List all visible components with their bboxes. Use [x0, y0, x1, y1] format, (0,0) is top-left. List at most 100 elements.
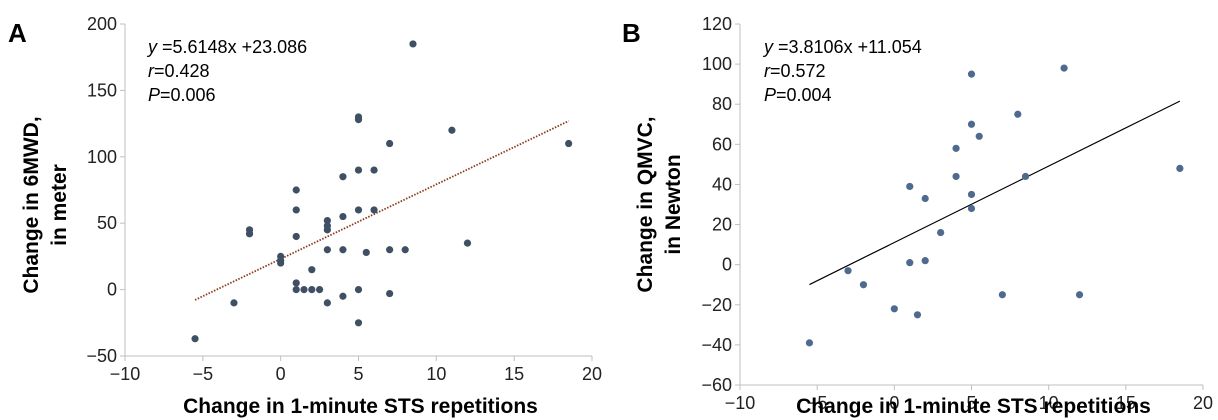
x-tick-label: −5 — [807, 393, 828, 413]
data-point — [967, 70, 976, 78]
y-tick-label: 60 — [712, 134, 732, 154]
data-point — [998, 291, 1006, 299]
data-point — [937, 228, 945, 237]
y-axis-title-line: in meter — [48, 164, 71, 246]
y-tick-label: 100 — [87, 147, 117, 167]
x-tick-label: −5 — [193, 364, 214, 384]
data-point — [1075, 291, 1084, 299]
data-point — [245, 230, 254, 238]
data-point — [315, 286, 324, 294]
y-tick-label: 0 — [107, 280, 117, 300]
y-tick-label: −60 — [701, 375, 732, 395]
data-point — [409, 40, 417, 48]
x-tick-label: 20 — [1193, 393, 1213, 413]
data-point — [565, 139, 573, 148]
data-point — [448, 126, 456, 134]
y-tick-label: 150 — [87, 80, 117, 100]
x-tick-label: 0 — [276, 364, 286, 384]
y-tick-label: 100 — [702, 54, 732, 74]
y-tick-label: 80 — [712, 94, 732, 114]
data-point — [952, 144, 960, 152]
data-point — [463, 239, 472, 247]
x-tick-label: 20 — [582, 364, 602, 384]
data-point — [370, 206, 378, 214]
correlation-r: r=0.572 — [764, 61, 826, 81]
regression-equation: y =5.6148x +23.086 — [146, 37, 307, 57]
panel-b: B −60 −40 −20 0 20 40 60 80 100 120 −10 −5 0 5 10 15 20 Ch… — [622, 14, 1213, 418]
data-point — [292, 232, 300, 241]
data-point — [1176, 164, 1184, 172]
data-point — [354, 116, 363, 124]
x-tick-label: 0 — [889, 393, 899, 413]
data-point — [967, 120, 976, 128]
y-tick-label: −40 — [701, 335, 732, 355]
data-point — [401, 246, 409, 254]
data-point — [292, 206, 300, 214]
correlation-r: r=0.428 — [148, 61, 210, 81]
correlation-r-value: =0.428 — [154, 61, 210, 81]
x-tick-label: 10 — [426, 364, 446, 384]
data-point — [339, 292, 347, 300]
data-point — [906, 259, 914, 267]
data-point — [952, 172, 960, 181]
data-point — [230, 299, 238, 307]
correlation-r-var: r — [764, 61, 771, 81]
regression-equation: y =3.8106x +11.054 — [762, 37, 922, 57]
data-point — [967, 190, 976, 199]
data-point — [921, 194, 929, 203]
trendline — [194, 120, 570, 301]
p-value: P=0.006 — [148, 85, 216, 105]
data-point — [1014, 110, 1022, 118]
y-tick-label: 0 — [722, 255, 732, 275]
data-point — [913, 311, 922, 319]
data-point — [859, 281, 868, 289]
data-point — [323, 216, 331, 225]
x-tick-label: −10 — [110, 364, 141, 384]
data-point — [844, 267, 852, 275]
x-tick-label: 5 — [353, 364, 363, 384]
regression-equation-var: y — [762, 37, 774, 57]
data-point — [300, 286, 308, 294]
data-point — [1021, 172, 1030, 181]
data-point — [975, 132, 983, 140]
p-value-var: P — [148, 85, 160, 105]
y-tick-label: 120 — [702, 14, 732, 34]
regression-equation-value: =5.6148x +23.086 — [157, 37, 307, 57]
y-tick-label: 20 — [712, 215, 732, 235]
data-point — [191, 335, 199, 343]
regression-equation-value: =3.8106x +11.054 — [773, 37, 922, 57]
data-point — [1060, 64, 1068, 72]
data-point — [354, 166, 363, 174]
correlation-r-value: =0.572 — [770, 61, 826, 81]
trendline — [809, 100, 1181, 286]
data-point — [323, 299, 331, 307]
data-point — [354, 286, 363, 294]
p-value-value: =0.006 — [160, 85, 216, 105]
data-point — [292, 186, 300, 194]
data-point — [362, 248, 370, 257]
x-tick-label: 10 — [1039, 393, 1059, 413]
data-point — [386, 139, 394, 148]
data-point — [292, 279, 300, 287]
y-axis-title-line: in Newton — [662, 154, 685, 254]
y-axis-title-line: Change in 6MWD, — [20, 116, 43, 293]
data-point — [277, 259, 285, 267]
data-point — [805, 339, 814, 347]
x-tick-label: 15 — [1116, 393, 1136, 413]
correlation-r-var: r — [148, 61, 155, 81]
data-point — [386, 246, 394, 254]
data-point — [921, 257, 929, 265]
data-point — [323, 246, 331, 254]
x-axis-title: Change in 1-minute STS repetitions — [796, 395, 1151, 418]
y-tick-label: −20 — [701, 295, 732, 315]
p-value: P=0.004 — [764, 85, 832, 105]
data-point — [339, 246, 347, 254]
y-axis-title-line: Change in QMVC, — [634, 116, 657, 292]
panel-label: B — [622, 18, 641, 48]
y-tick-label: −50 — [86, 346, 117, 366]
data-point — [292, 286, 300, 294]
panel-label: A — [8, 18, 27, 48]
data-point — [354, 319, 363, 327]
